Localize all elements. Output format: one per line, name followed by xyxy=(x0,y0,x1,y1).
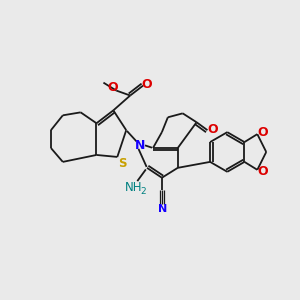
Text: O: O xyxy=(257,165,268,178)
Text: N: N xyxy=(135,139,145,152)
Text: O: O xyxy=(107,81,118,94)
Text: O: O xyxy=(142,78,152,91)
Text: NH: NH xyxy=(124,181,142,194)
Text: O: O xyxy=(257,126,268,139)
Text: S: S xyxy=(118,158,127,170)
Text: N: N xyxy=(158,204,167,214)
Text: O: O xyxy=(207,123,218,136)
Text: 2: 2 xyxy=(140,187,146,196)
